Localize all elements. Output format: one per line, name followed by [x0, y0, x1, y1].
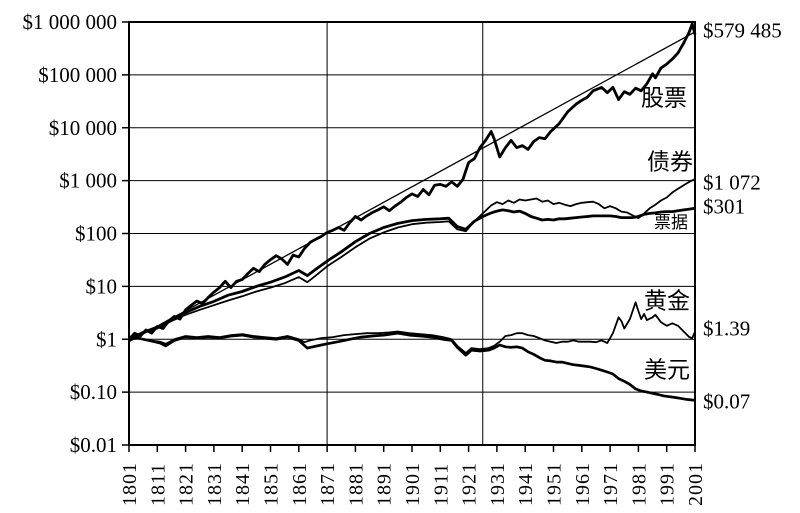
x-tick-label: 1971 — [600, 462, 622, 506]
y-tick-label: $1 000 000 — [23, 10, 118, 34]
series-name-label-gold: 黄金 — [644, 288, 690, 313]
end-value-label-gold: $1.39 — [703, 317, 750, 341]
y-tick-label: $1 — [96, 327, 117, 351]
x-tick-label: 1821 — [176, 462, 198, 506]
x-tick-label: 1981 — [628, 462, 650, 506]
x-tick-label: 1991 — [657, 462, 679, 506]
x-tick-label: 1861 — [289, 462, 311, 506]
x-tick-label: 2001 — [685, 462, 707, 506]
series-name-label-dollar: 美元 — [644, 357, 690, 382]
series-line-dollar — [128, 331, 696, 402]
x-tick-label: 1901 — [402, 462, 424, 506]
series-line-gold — [128, 301, 696, 354]
y-tick-label: $10 000 — [49, 116, 117, 140]
end-value-label-dollar: $0.07 — [703, 390, 750, 414]
x-tick-label: 1851 — [261, 462, 283, 506]
x-tick-label: 1831 — [204, 462, 226, 506]
y-tick-label: $10 — [86, 274, 118, 298]
series-lines — [127, 22, 697, 402]
x-tick-label: 1811 — [147, 463, 169, 506]
x-tick-label: 1921 — [459, 462, 481, 506]
x-tick-label: 1961 — [572, 462, 594, 506]
x-tick-label: 1891 — [374, 462, 396, 506]
end-value-label-bonds: $1 072 — [703, 171, 761, 195]
series-line-bonds — [128, 178, 696, 341]
y-tick-label: $100 — [75, 222, 117, 246]
series-name-label-bills: 票据 — [654, 213, 688, 232]
x-tick-label: 1841 — [232, 462, 254, 506]
x-tick-label: 1941 — [515, 462, 537, 506]
x-tick-label: 1801 — [119, 462, 141, 506]
end-value-label-stocks: $579 485 — [703, 19, 782, 43]
y-tick-label: $0.01 — [70, 433, 117, 457]
series-line-stocks-trend — [128, 31, 696, 343]
axis-ticks — [122, 21, 696, 452]
series-name-label-bonds: 债券 — [647, 149, 693, 174]
end-value-label-bills: $301 — [703, 195, 745, 219]
series-name-label-stocks: 股票 — [641, 85, 687, 110]
x-tick-label: 1951 — [544, 462, 566, 506]
y-tick-label: $100 000 — [38, 63, 117, 87]
series-line-bills — [128, 206, 696, 341]
axis-tick-labels: $1 000 000 $100 000 $10 000 $1 000 $100 $10 $1… — [23, 10, 708, 506]
gridlines — [129, 22, 695, 445]
x-tick-label: 1881 — [345, 462, 367, 506]
y-tick-label: $0.10 — [70, 380, 117, 404]
x-tick-label: 1931 — [487, 462, 509, 506]
y-tick-label: $1 000 — [59, 169, 117, 193]
x-tick-label: 1911 — [430, 463, 452, 506]
x-tick-label: 1871 — [317, 462, 339, 506]
series-line-stocks — [127, 22, 697, 341]
